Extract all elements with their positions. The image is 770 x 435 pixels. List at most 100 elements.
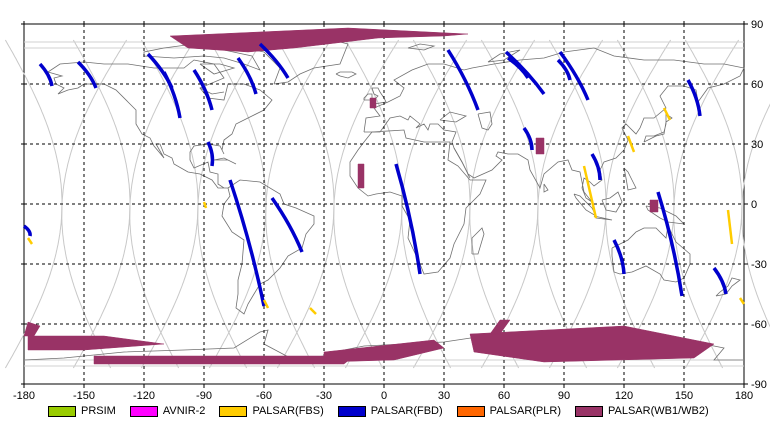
palsar-fbd-swath: [556, 58, 572, 81]
palsar-fbd-swath: [590, 153, 602, 181]
coastline: [453, 147, 471, 179]
palsar-fbd-swath: [394, 163, 422, 275]
y-tick-label: 90: [751, 19, 763, 31]
x-tick-label: 30: [438, 390, 450, 402]
palsar-wb-region: [323, 339, 445, 363]
x-tick-label: -30: [316, 390, 332, 402]
y-tick-label: 0: [751, 199, 757, 211]
palsar-fbs-swath: [262, 299, 270, 309]
x-tick-label: -60: [256, 390, 272, 402]
coastline: [623, 167, 637, 191]
legend-label-avnir2: AVNIR-2: [162, 405, 206, 417]
palsar-wb-region: [23, 321, 41, 337]
palsar-fbd-swath: [686, 79, 702, 117]
coastline: [335, 71, 357, 79]
palsar-fbd-swath: [162, 71, 182, 119]
legend-item-avnir2: AVNIR-2: [129, 405, 206, 417]
coastline: [487, 49, 521, 63]
palsar-wb-region: [27, 335, 165, 351]
y-tick-label: -90: [751, 379, 767, 391]
legend-swatch-palsar-plr: [456, 405, 485, 417]
x-tick-label: 90: [558, 390, 570, 402]
coastline: [213, 157, 237, 165]
palsar-fbd-swath: [258, 42, 290, 79]
legend-item-palsar-fbs: PALSAR(FBS): [219, 405, 324, 417]
orbit-track: [480, 39, 539, 369]
coastline: [611, 224, 691, 283]
x-tick-label: -150: [73, 390, 95, 402]
y-tick-label: 60: [751, 79, 763, 91]
palsar-fbs-swath: [309, 307, 317, 315]
x-tick-label: -90: [196, 390, 212, 402]
x-tick-label: -180: [13, 390, 35, 402]
palsar-fbd-swath: [612, 239, 626, 275]
palsar-fbd-swath: [38, 62, 54, 87]
x-tick-label: 180: [735, 390, 753, 402]
palsar-fbd-swath: [656, 191, 684, 297]
palsar-wb-region: [649, 199, 659, 213]
palsar-wb-region: [93, 355, 355, 365]
coastline: [601, 191, 623, 213]
palsar-wb-region: [357, 163, 365, 189]
palsar-fbd-swath: [228, 179, 266, 307]
palsar-fbs-swath: [582, 165, 598, 219]
legend-item-palsar-wb: PALSAR(WB1/WB2): [575, 405, 709, 417]
legend-swatch-prsim: [48, 405, 76, 417]
palsar-fbs-swath: [26, 237, 34, 245]
x-tick-label: 60: [498, 390, 510, 402]
legend-swatch-palsar-fbs: [219, 405, 248, 417]
palsar-wb-layer: [23, 27, 715, 365]
legend-item-prsim: PRSIM: [48, 405, 116, 417]
y-tick-label: 30: [751, 139, 763, 151]
legend-label-palsar-fbd: PALSAR(FBD): [370, 405, 443, 417]
palsar-fbs-swath: [726, 209, 734, 245]
palsar-fbd-swath: [558, 50, 590, 101]
palsar-wb-region: [535, 137, 545, 155]
y-tick-label: -60: [751, 319, 767, 331]
coastline: [407, 43, 436, 51]
palsar-fbd-swath: [270, 196, 304, 253]
x-axis-tick-labels: -180 -150 -120 -90 -60 -30 0 30 60 90 120 150 180: [13, 390, 753, 402]
palsar-fbs-layer: [26, 107, 746, 315]
palsar-fbd-swath: [206, 141, 215, 167]
legend-swatch-avnir2: [129, 405, 158, 417]
palsar-fbd-layer: [22, 42, 728, 307]
coastline: [477, 111, 493, 131]
legend-item-palsar-fbd: PALSAR(FBD): [337, 405, 443, 417]
y-axis-tick-labels: 90 60 30 0 -30 -60 -90: [751, 19, 767, 391]
palsar-fbd-swath: [236, 56, 258, 95]
palsar-fbs-swath: [626, 135, 636, 153]
coastline: [439, 111, 468, 123]
palsar-fbd-swath: [446, 49, 480, 111]
palsar-fbd-swath: [22, 224, 32, 237]
y-tick-label: -30: [751, 259, 767, 271]
palsar-wb-region: [489, 319, 511, 335]
palsar-wb-region: [169, 27, 469, 53]
legend: PRSIM AVNIR-2 PALSAR(FBS) PALSAR(FBD) PA…: [48, 403, 748, 419]
palsar-fbd-swath: [504, 50, 546, 96]
coastline: [199, 63, 236, 75]
legend-label-prsim: PRSIM: [81, 405, 116, 417]
legend-swatch-palsar-wb: [575, 405, 603, 417]
x-tick-label: 120: [615, 390, 633, 402]
coastline: [143, 43, 261, 71]
orbit-track: [72, 39, 131, 369]
axis-ticks: [21, 21, 748, 388]
palsar-fbs-swath: [738, 297, 746, 305]
orbit-track: [684, 39, 743, 369]
legend-swatch-palsar-fbd: [337, 405, 366, 417]
coastline: [363, 47, 745, 203]
legend-label-palsar-fbs: PALSAR(FBS): [252, 405, 324, 417]
palsar-fbd-swath: [712, 266, 728, 295]
x-tick-label: 0: [381, 390, 387, 402]
palsar-fbd-swath: [76, 60, 98, 89]
coastline: [471, 227, 485, 255]
orbit-track: [276, 39, 335, 369]
palsar-fbd-swath: [522, 126, 534, 151]
palsar-wb-region: [369, 97, 377, 109]
legend-label-palsar-plr: PALSAR(PLR): [489, 405, 561, 417]
palsar-wb-region: [469, 325, 715, 363]
legend-item-palsar-plr: PALSAR(PLR): [456, 405, 561, 417]
